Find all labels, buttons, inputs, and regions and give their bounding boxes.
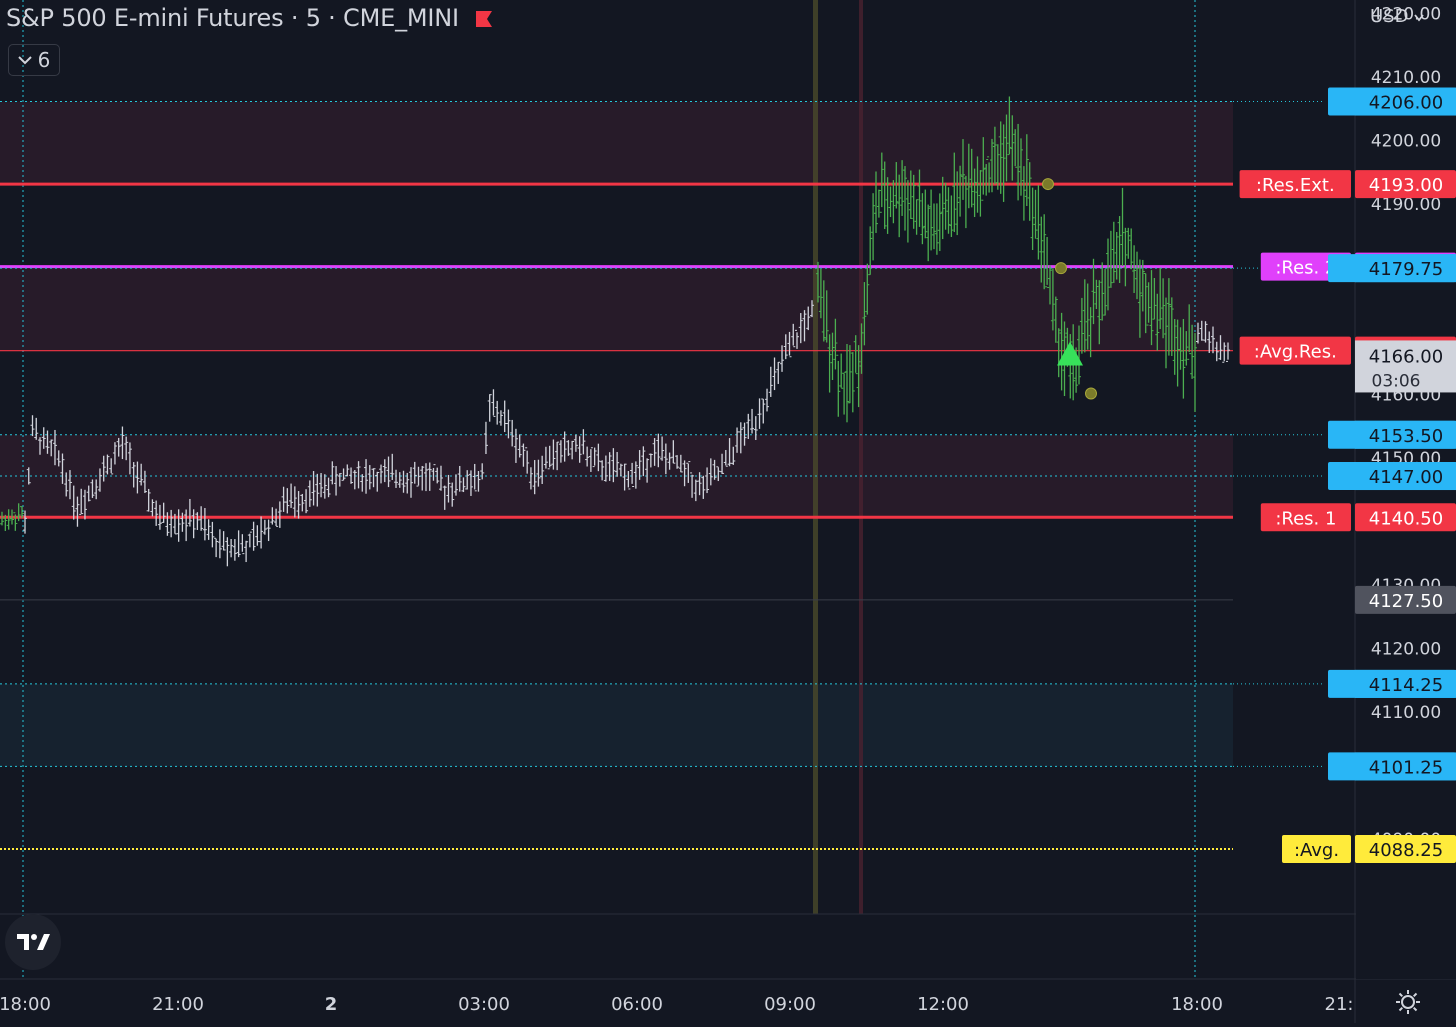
chevron-down-icon: [17, 56, 32, 65]
price-tag-label: :Avg.: [1294, 840, 1339, 861]
price-tag-label: :Avg.Res.: [1254, 342, 1337, 363]
currency-selector[interactable]: USD: [1370, 6, 1424, 27]
time-tick-label: 12:00: [917, 994, 969, 1015]
price-tag-value: 4127.50: [1369, 591, 1443, 612]
price-tag-body: [1355, 669, 1456, 698]
tradingview-logo-glyph: [17, 934, 50, 950]
price-tag: [1355, 834, 1456, 863]
signal-dot: [1042, 178, 1054, 191]
price-tag-body: [1355, 254, 1456, 283]
session-open-line: [813, 0, 818, 914]
time-tick-label: 21:00: [152, 994, 204, 1015]
last-price-value: 4166.00: [1369, 346, 1443, 367]
tradingview-logo-icon[interactable]: [5, 914, 61, 970]
price-tag-body: [1355, 87, 1456, 116]
session-break-line: [859, 0, 863, 914]
symbol-title[interactable]: S&P 500 E-mini Futures · 5 · CME_MINI: [6, 4, 459, 32]
signal-dot: [1055, 262, 1067, 275]
time-tick-label: 03:00: [458, 994, 510, 1015]
price-zone: [0, 683, 1233, 767]
gear-icon[interactable]: [1394, 988, 1422, 1016]
price-tag-value: 4193.00: [1369, 175, 1443, 196]
price-tick-label: 4120.00: [1371, 639, 1441, 659]
signal-dot: [1085, 387, 1097, 400]
flag-icon[interactable]: [475, 10, 493, 28]
price-tag-value: 4140.50: [1369, 508, 1443, 529]
price-tag: [1355, 503, 1456, 532]
price-tag-label: :Res. 1: [1275, 508, 1336, 529]
time-tick-label: 09:00: [764, 994, 816, 1015]
last-price-countdown: 03:06: [1372, 371, 1421, 391]
price-tick-label: 4210.00: [1371, 68, 1441, 88]
last-price-tag: [1355, 340, 1456, 393]
price-tag-body: [1355, 420, 1456, 449]
time-tick-label: 06:00: [611, 994, 663, 1015]
currency-label: USD: [1370, 6, 1409, 27]
price-zone: [0, 101, 1233, 185]
price-tag-label-bg: [1239, 336, 1351, 365]
price-tag-value: 4088.25: [1369, 840, 1443, 861]
price-tag-body: [1355, 752, 1456, 781]
price-tag-body: [1355, 462, 1456, 491]
price-tag-label-bg: [1282, 834, 1351, 863]
buy-signal-triangle: [1057, 341, 1083, 366]
price-tag: [1355, 585, 1456, 614]
price-tick-label: 4190.00: [1371, 195, 1441, 215]
price-tag-label-bg: [1239, 170, 1351, 199]
price-tag: [1355, 170, 1456, 199]
price-tag-value: 4179.75: [1369, 259, 1443, 280]
price-tag-value: 4101.25: [1369, 757, 1443, 778]
price-tick-label: 4220.00: [1371, 5, 1441, 25]
indicator-count: 6: [37, 48, 51, 72]
price-tag-label: :Res. 2: [1275, 258, 1336, 279]
indicators-collapse-button[interactable]: 6: [8, 44, 60, 76]
price-tag-value: 4153.50: [1369, 426, 1443, 447]
price-tag-label: :Res.Ext.: [1256, 175, 1335, 196]
price-tag-value: 4114.25: [1369, 675, 1443, 696]
price-tag-value: 4206.00: [1369, 93, 1443, 114]
price-tag-value: 4147.00: [1369, 467, 1443, 488]
price-tick-label: 4200.00: [1371, 132, 1441, 152]
time-tick-label: 18:00: [1171, 994, 1223, 1015]
price-tag-label-bg: [1260, 503, 1351, 532]
price-zone: [0, 268, 1233, 351]
chevron-down-icon: [1414, 14, 1424, 22]
time-tick-label: 2: [325, 994, 338, 1015]
time-tick-label: 18:00: [0, 994, 51, 1015]
price-tick-label: 4110.00: [1371, 703, 1441, 723]
time-tick-label: 21:: [1325, 994, 1354, 1015]
